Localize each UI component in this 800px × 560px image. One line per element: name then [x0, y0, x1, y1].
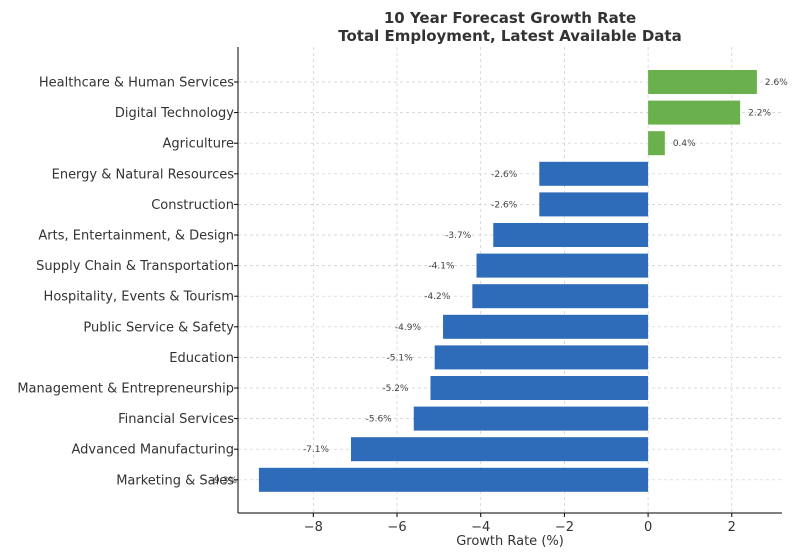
- category-label: Hospitality, Events & Tourism: [44, 290, 234, 305]
- bar: [648, 100, 741, 125]
- category-label: Supply Chain & Transportation: [36, 259, 234, 274]
- category-label: Financial Services: [118, 412, 234, 427]
- data-label: -2.6%: [491, 200, 518, 210]
- category-label: Agriculture: [163, 137, 235, 152]
- category-label: Advanced Manufacturing: [72, 443, 234, 458]
- category-labels: Healthcare & Human Services Digital Techn…: [17, 76, 238, 488]
- data-label: -3.7%: [445, 231, 472, 241]
- data-label: 0.4%: [673, 139, 696, 149]
- bar: [430, 376, 649, 400]
- bar: [413, 406, 649, 431]
- category-label: Marketing & Sales: [116, 473, 234, 488]
- data-label: 2.6%: [765, 78, 788, 88]
- data-label: -2.6%: [491, 170, 518, 180]
- bar: [539, 161, 649, 186]
- category-label: Management & Entrepreneurship: [17, 382, 234, 397]
- data-label: -9.3%: [211, 476, 238, 486]
- data-label: -7.1%: [303, 445, 330, 455]
- x-tick-label: 2: [728, 520, 736, 535]
- category-label: Digital Technology: [115, 106, 234, 121]
- bar: [493, 223, 649, 247]
- x-tick-labels: −8 −6 −4 −2 0 2: [304, 513, 736, 535]
- data-label: -4.2%: [424, 292, 451, 302]
- category-label: Healthcare & Human Services: [39, 76, 234, 91]
- bar: [472, 284, 649, 309]
- category-label: Arts, Entertainment, & Design: [38, 229, 234, 244]
- x-axis-label: Growth Rate (%): [456, 534, 564, 549]
- data-label: -5.2%: [382, 384, 409, 394]
- category-label: Public Service & Safety: [83, 320, 234, 335]
- x-tick-label: 0: [644, 520, 652, 535]
- bars: [258, 70, 757, 492]
- category-label: Energy & Natural Resources: [52, 167, 235, 182]
- data-labels: 2.6% 2.2% 0.4% -2.6% -2.6% -3.7% -4.1% -4.2% -4.…: [211, 78, 788, 486]
- category-label: Education: [169, 351, 234, 366]
- chart-title-line1: 10 Year Forecast Growth Rate: [384, 9, 636, 27]
- bar: [539, 192, 649, 217]
- category-label: Construction: [151, 198, 234, 213]
- chart-title-line2: Total Employment, Latest Available Data: [338, 27, 681, 45]
- bar: [648, 70, 757, 94]
- x-tick-label: −2: [555, 520, 574, 535]
- x-tick-label: −4: [471, 520, 490, 535]
- data-label: -5.1%: [387, 353, 414, 363]
- data-label: 2.2%: [748, 109, 771, 119]
- bar: [350, 437, 649, 462]
- data-label: -4.1%: [428, 262, 455, 272]
- x-tick-label: −8: [304, 520, 323, 535]
- bar: [648, 131, 665, 156]
- bar: [434, 345, 649, 370]
- data-label: -4.9%: [395, 323, 422, 333]
- data-label: -5.6%: [366, 415, 393, 425]
- x-tick-label: −6: [387, 520, 406, 535]
- bar: [258, 467, 649, 492]
- bar: [476, 253, 649, 278]
- bar: [443, 314, 649, 339]
